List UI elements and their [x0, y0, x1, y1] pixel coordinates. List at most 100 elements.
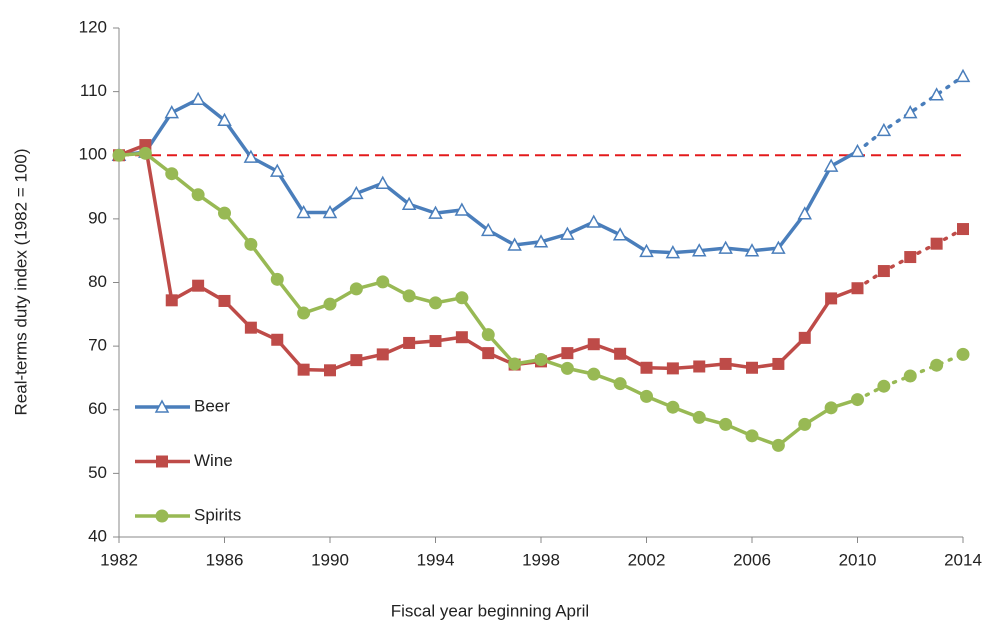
data-point — [218, 294, 231, 307]
y-tick-label: 80 — [88, 272, 107, 291]
y-tick-label: 120 — [79, 17, 107, 36]
data-point — [401, 196, 417, 210]
data-point — [614, 347, 627, 360]
data-point — [586, 214, 602, 228]
data-point — [297, 306, 311, 320]
data-point — [560, 361, 574, 375]
data-point — [955, 68, 971, 83]
data-point — [454, 202, 470, 216]
data-point — [270, 272, 284, 286]
data-point — [666, 362, 679, 375]
x-tick-label: 2010 — [839, 550, 877, 569]
data-point — [271, 333, 284, 346]
data-point — [877, 379, 891, 393]
data-point — [771, 438, 785, 452]
data-point — [455, 291, 469, 305]
x-tick-label: 1990 — [311, 550, 349, 569]
data-point — [640, 361, 653, 374]
data-point — [587, 367, 601, 381]
data-point — [192, 279, 205, 292]
legend-label: Spirits — [194, 505, 241, 524]
data-point — [612, 227, 628, 241]
legend-label: Wine — [194, 451, 233, 470]
data-point — [957, 223, 969, 236]
data-point — [296, 204, 311, 219]
data-point — [324, 364, 336, 377]
data-point — [190, 91, 206, 106]
data-point — [798, 417, 812, 431]
data-point — [850, 143, 865, 158]
data-point — [350, 354, 363, 367]
data-point — [481, 328, 495, 342]
data-point — [508, 357, 522, 371]
legend-marker — [154, 399, 170, 413]
x-tick-label: 1986 — [206, 550, 244, 569]
data-point — [244, 321, 257, 334]
data-point — [718, 240, 733, 254]
data-point — [533, 234, 549, 248]
data-point — [429, 335, 442, 348]
data-point — [691, 243, 707, 257]
data-point — [297, 363, 310, 376]
data-point — [876, 122, 892, 137]
data-point — [507, 237, 522, 251]
data-point — [903, 369, 917, 383]
legend-marker — [156, 455, 168, 468]
data-point — [930, 237, 943, 250]
data-point — [480, 222, 496, 237]
data-point — [823, 158, 839, 172]
data-point — [902, 105, 918, 119]
data-point — [428, 205, 443, 219]
x-tick-label: 1998 — [522, 550, 560, 569]
data-point — [745, 429, 759, 443]
data-point — [772, 357, 785, 370]
data-point — [375, 175, 391, 189]
data-point — [956, 347, 970, 361]
data-point — [692, 410, 706, 424]
data-point — [560, 226, 575, 240]
data-point — [744, 243, 760, 257]
data-point — [429, 296, 442, 310]
data-point — [376, 348, 389, 361]
y-tick-label: 60 — [88, 399, 107, 418]
data-point — [561, 347, 574, 360]
data-point — [693, 360, 706, 373]
data-point — [403, 336, 416, 349]
data-point — [112, 148, 126, 162]
y-tick-label: 50 — [88, 463, 107, 482]
data-point — [482, 347, 495, 360]
y-axis-label: Real-terms duty index (1982 = 100) — [11, 149, 30, 416]
data-point — [904, 251, 917, 264]
data-point — [244, 237, 258, 251]
y-tick-label: 70 — [88, 336, 107, 355]
x-tick-label: 2014 — [944, 550, 982, 569]
data-point — [138, 146, 152, 160]
data-point — [402, 289, 416, 303]
x-tick-label: 2006 — [733, 550, 771, 569]
data-point — [322, 204, 338, 219]
data-point — [164, 105, 180, 119]
data-point — [349, 185, 364, 200]
data-point — [825, 292, 838, 305]
y-tick-label: 100 — [79, 145, 107, 164]
data-point — [666, 400, 680, 414]
data-point — [877, 265, 890, 278]
data-point — [165, 294, 178, 307]
data-point — [798, 331, 811, 344]
data-point — [269, 163, 285, 177]
data-point — [639, 243, 654, 258]
data-point — [824, 401, 838, 415]
data-point — [930, 358, 944, 372]
data-point — [455, 331, 468, 344]
data-point — [218, 206, 231, 220]
data-point — [665, 245, 681, 259]
series-line-projection — [855, 352, 965, 402]
data-point — [613, 377, 627, 391]
x-tick-label: 1982 — [100, 550, 138, 569]
data-point — [851, 282, 864, 295]
x-tick-label: 2002 — [628, 550, 666, 569]
x-axis-label: Fiscal year beginning April — [391, 601, 589, 620]
data-point — [191, 188, 205, 202]
data-point — [640, 389, 653, 403]
